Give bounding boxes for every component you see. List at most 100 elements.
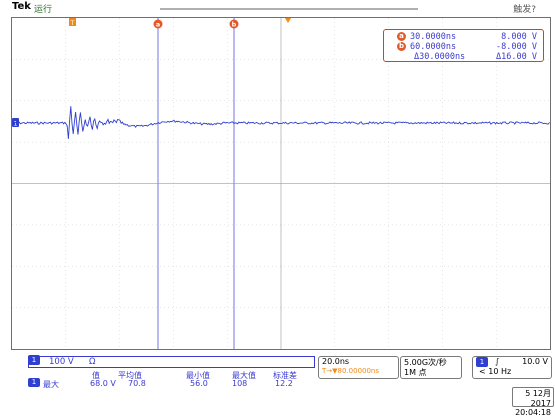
grid-dot	[268, 224, 269, 226]
grid-dot	[304, 59, 305, 60]
grid-dot	[500, 265, 501, 267]
grid-dot	[280, 143, 282, 144]
grid-dot	[280, 256, 282, 257]
cursor-a-marker[interactable]: a	[153, 19, 163, 29]
grid-dot	[352, 141, 353, 143]
grid-dot	[226, 262, 228, 263]
grid-dot	[334, 54, 336, 55]
grid-dot	[226, 118, 228, 119]
ch1-badge[interactable]: 1	[28, 355, 40, 365]
grid-dot	[495, 66, 497, 67]
grid-dot	[272, 224, 273, 226]
grid-dot	[528, 141, 529, 143]
grid-dot	[334, 70, 336, 71]
grid-dot	[290, 183, 291, 184]
grid-dot	[442, 326, 443, 327]
grid-dot	[280, 339, 282, 340]
grid-dot	[239, 183, 240, 184]
grid-dot	[96, 59, 97, 60]
grid-dot	[334, 94, 336, 95]
grid-dot	[311, 183, 312, 184]
grid-dot	[450, 183, 451, 184]
grid-dot	[47, 183, 48, 184]
grid-dot	[280, 138, 282, 139]
grid-dot	[62, 183, 63, 184]
trigger-settings-box[interactable]: 1 ∫ 10.0 V < 10 Hz	[472, 356, 552, 379]
grid-dot	[119, 166, 120, 167]
meas-type-label[interactable]: 最大	[43, 380, 59, 389]
grid-dot	[334, 274, 336, 275]
grid-dot	[344, 141, 345, 143]
grid-dot	[173, 322, 174, 323]
grid-dot	[404, 224, 405, 226]
grid-dot	[208, 59, 209, 60]
grid-dot	[196, 100, 197, 102]
grid-dot	[372, 183, 373, 184]
grid-dot	[280, 326, 282, 327]
grid-dot	[173, 278, 174, 279]
horizontal-settings-box[interactable]: 20.0ns T→▼80.00000ns	[318, 356, 399, 379]
grid-dot	[119, 190, 120, 191]
grid-dot	[244, 265, 245, 267]
grid-dot	[226, 314, 228, 315]
grid-dot	[442, 286, 443, 287]
grid-dot	[212, 100, 213, 102]
grid-dot	[173, 154, 174, 155]
grid-dot	[334, 34, 336, 35]
grid-dot	[442, 118, 443, 119]
grid-dot	[312, 307, 313, 308]
grid-dot	[173, 122, 174, 123]
grid-dot	[495, 138, 497, 139]
grid-dot	[442, 106, 443, 107]
grid-dot	[136, 224, 137, 226]
grid-dot	[173, 46, 174, 47]
grid-dot	[280, 188, 282, 189]
waveform-display[interactable]: T a b 1	[12, 18, 550, 349]
grid-dot	[20, 141, 21, 143]
grid-dot	[516, 224, 517, 226]
grid-dot	[280, 97, 282, 98]
grid-dot	[226, 58, 228, 59]
grid-dot	[188, 100, 189, 102]
grid-dot	[268, 307, 269, 308]
grid-dot	[243, 183, 244, 184]
cursor-b-marker[interactable]: b	[229, 19, 239, 29]
grid-dot	[389, 183, 390, 184]
grid-dot	[72, 265, 73, 267]
grid-dot	[280, 131, 282, 132]
grid-dot	[442, 130, 443, 131]
grid-dot	[280, 232, 282, 233]
grid-dot	[92, 141, 93, 143]
grid-dot	[163, 183, 164, 184]
grid-dot	[124, 183, 125, 184]
acquisition-settings-box[interactable]: 5.00G次/秒 1M 点	[400, 356, 462, 379]
grid-dot	[280, 334, 282, 335]
grid-dot	[280, 111, 282, 112]
grid-dot	[332, 307, 333, 308]
grid-dot	[488, 141, 489, 143]
trigger-position-marker[interactable]: T	[69, 18, 76, 27]
grid-dot	[65, 310, 67, 311]
grid-dot	[280, 307, 282, 308]
grid-dot	[348, 224, 349, 226]
grid-dot	[457, 183, 458, 184]
grid-dot	[388, 18, 389, 19]
grid-dot	[308, 224, 309, 226]
meas-channel-badge[interactable]: 1	[28, 378, 40, 387]
grid-dot	[280, 33, 282, 34]
grid-dot	[77, 183, 78, 184]
grid-dot	[442, 158, 443, 159]
grid-dot	[227, 183, 228, 184]
grid-dot	[280, 41, 282, 42]
grid-dot	[436, 265, 437, 267]
ch1-settings-box[interactable]: 100 V Ω	[28, 356, 315, 368]
grid-dot	[65, 282, 67, 283]
grid-dot	[173, 246, 174, 247]
grid-dot	[388, 270, 389, 271]
grid-dot	[72, 100, 73, 102]
grid-dot	[23, 183, 24, 184]
grid-dot	[388, 306, 389, 307]
grid-dot	[175, 183, 176, 184]
grid-dot	[388, 141, 389, 143]
horizontal-position-marker[interactable]	[285, 18, 291, 23]
